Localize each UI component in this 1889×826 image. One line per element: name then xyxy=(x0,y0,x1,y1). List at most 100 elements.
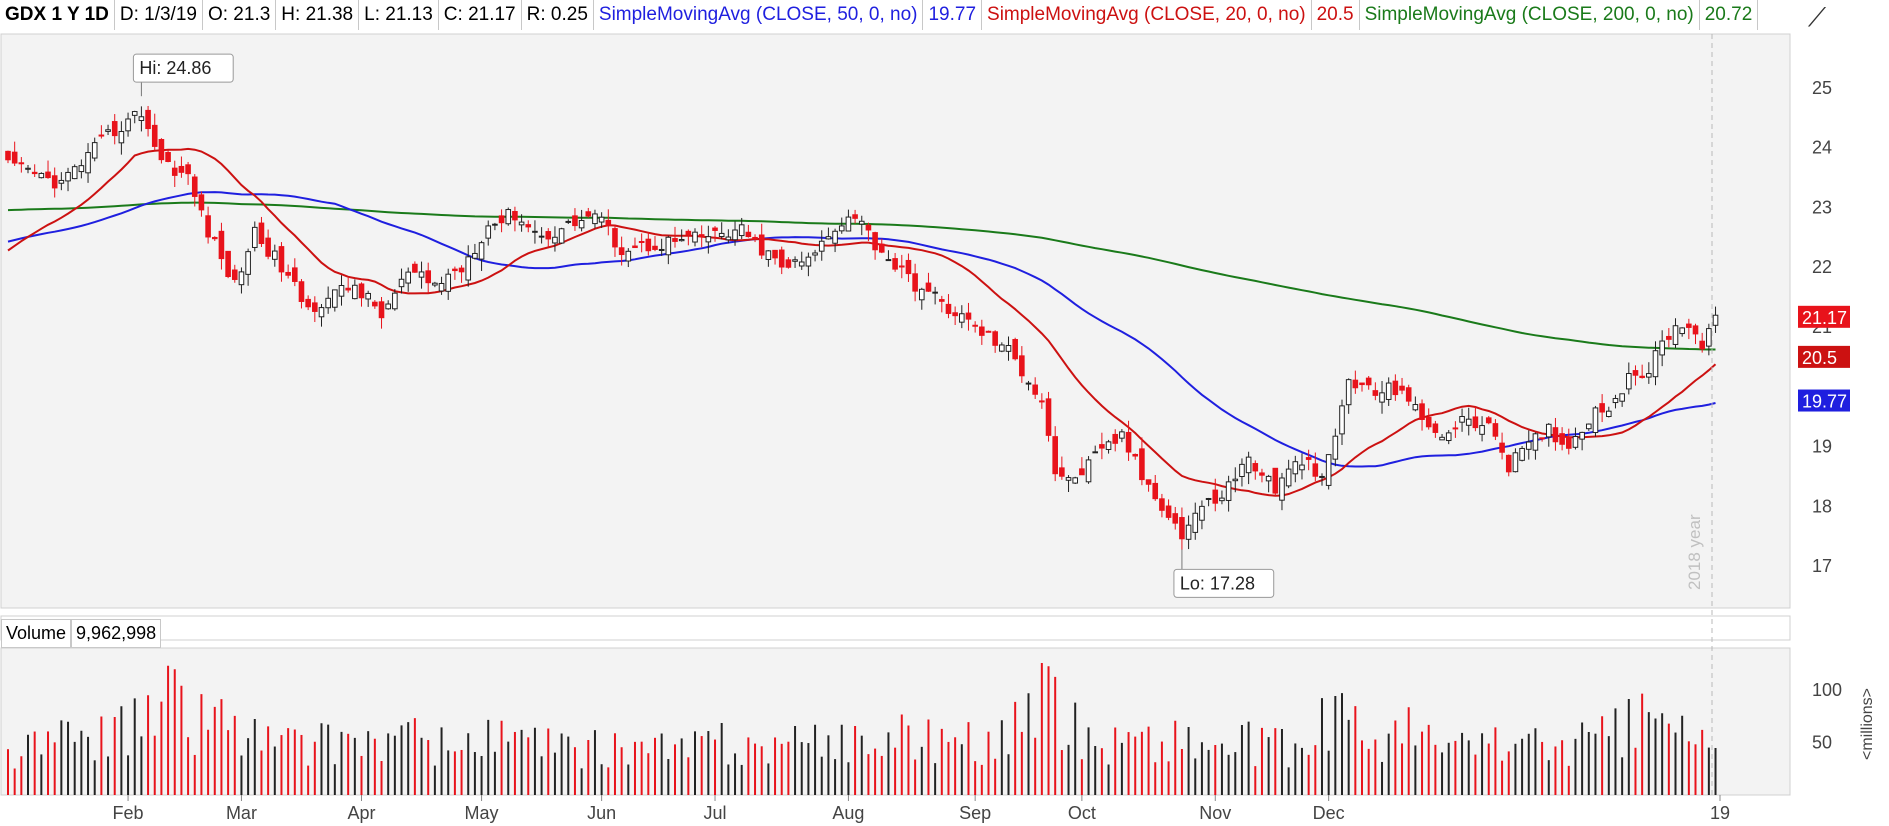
candle-body xyxy=(1099,444,1105,449)
candle xyxy=(865,222,872,242)
candle-body xyxy=(1425,416,1432,428)
candle-body xyxy=(1432,423,1439,433)
candle xyxy=(298,279,305,309)
candle xyxy=(745,224,752,238)
candle xyxy=(1599,394,1605,423)
candle-body xyxy=(1259,472,1265,476)
candle-body xyxy=(765,250,772,260)
candle xyxy=(131,110,138,124)
candle-body xyxy=(158,139,165,161)
candle xyxy=(999,342,1005,353)
candle xyxy=(525,220,532,233)
candle-body xyxy=(525,224,532,228)
candle-body xyxy=(1185,524,1192,540)
candle xyxy=(538,227,545,244)
candle-body xyxy=(1692,325,1699,335)
candle xyxy=(979,319,985,345)
candle-body xyxy=(1079,468,1085,476)
sma200-value: 20.72 xyxy=(1700,0,1759,30)
candle-body xyxy=(1399,385,1405,391)
candle xyxy=(1492,419,1499,441)
candle xyxy=(605,209,612,236)
candle xyxy=(191,174,198,207)
candle-body xyxy=(1619,393,1625,402)
sma20-line xyxy=(7,147,1717,497)
candle-body xyxy=(478,242,485,260)
candle-body xyxy=(1252,463,1259,472)
candle xyxy=(1232,467,1239,493)
candle-body xyxy=(225,250,231,278)
candle-body xyxy=(572,215,578,227)
price-tag-label: 19.77 xyxy=(1802,392,1847,412)
candle-body xyxy=(1272,467,1279,494)
candle xyxy=(1159,493,1165,518)
candle-body xyxy=(1465,418,1472,426)
candle-body xyxy=(1532,433,1539,451)
candle xyxy=(1019,346,1025,383)
candle xyxy=(1472,406,1479,432)
x-tick-label: May xyxy=(465,803,499,823)
candle xyxy=(398,268,405,294)
candle xyxy=(1345,378,1352,414)
candle xyxy=(678,229,685,242)
candle-body xyxy=(1032,384,1038,395)
hi-callout-text: Hi: 24.86 xyxy=(139,58,211,78)
candle xyxy=(1092,445,1099,454)
candle xyxy=(645,232,652,256)
candle-body xyxy=(658,248,665,251)
candle xyxy=(378,297,385,329)
sma50-study-label[interactable]: SimpleMovingAvg (CLOSE, 50, 0, no) xyxy=(594,0,924,30)
candle xyxy=(1065,475,1072,493)
sma200-study-label[interactable]: SimpleMovingAvg (CLOSE, 200, 0, no) xyxy=(1360,0,1700,30)
candle-body xyxy=(1599,403,1605,413)
candle-body xyxy=(918,288,925,301)
sma20-study-label[interactable]: SimpleMovingAvg (CLOSE, 20, 0, no) xyxy=(982,0,1312,30)
candle-body xyxy=(1325,454,1332,486)
y-tick-label: 18 xyxy=(1812,496,1832,516)
candle-body xyxy=(1359,382,1365,386)
candle-body xyxy=(292,267,298,282)
candle-body xyxy=(1672,325,1679,345)
candle xyxy=(945,294,952,319)
candle-body xyxy=(638,241,645,244)
candle xyxy=(138,106,145,132)
candle xyxy=(1619,393,1625,407)
candle xyxy=(185,161,191,185)
candle-body xyxy=(945,303,952,314)
candle xyxy=(1392,374,1399,401)
candle xyxy=(1125,420,1132,461)
candle-body xyxy=(1606,410,1612,417)
candle-body xyxy=(1646,373,1652,378)
candle xyxy=(125,112,131,137)
volume-tick-label: 50 xyxy=(1812,733,1832,753)
candle-body xyxy=(425,270,432,284)
candle xyxy=(1192,502,1199,540)
candle-body xyxy=(238,271,245,286)
candle-body xyxy=(1225,481,1232,501)
candle xyxy=(1085,456,1092,484)
candle xyxy=(518,214,525,232)
candle-body xyxy=(592,213,598,225)
candle-body xyxy=(138,116,145,121)
volume-unit-label: <millions> xyxy=(1859,688,1876,760)
candle xyxy=(1572,427,1579,450)
candle xyxy=(1626,362,1632,395)
candle xyxy=(305,295,311,311)
candle-body xyxy=(865,224,872,231)
candle xyxy=(785,257,792,269)
candle-body xyxy=(1626,373,1632,390)
candle xyxy=(1132,453,1139,460)
candle-body xyxy=(1706,328,1712,347)
candle-body xyxy=(312,302,318,312)
candle xyxy=(1239,458,1245,487)
symbol-label[interactable]: GDX 1 Y 1D xyxy=(0,0,115,30)
candle-body xyxy=(1192,512,1199,533)
hi-callout-box xyxy=(132,53,234,83)
candle-body xyxy=(31,171,38,175)
candle xyxy=(725,229,732,244)
year-marker-label: 2018 year xyxy=(1685,514,1704,590)
candle-body xyxy=(1139,448,1145,481)
candle-body xyxy=(298,281,305,302)
drawing-tool-icon[interactable]: ⟋ xyxy=(1807,2,1827,32)
